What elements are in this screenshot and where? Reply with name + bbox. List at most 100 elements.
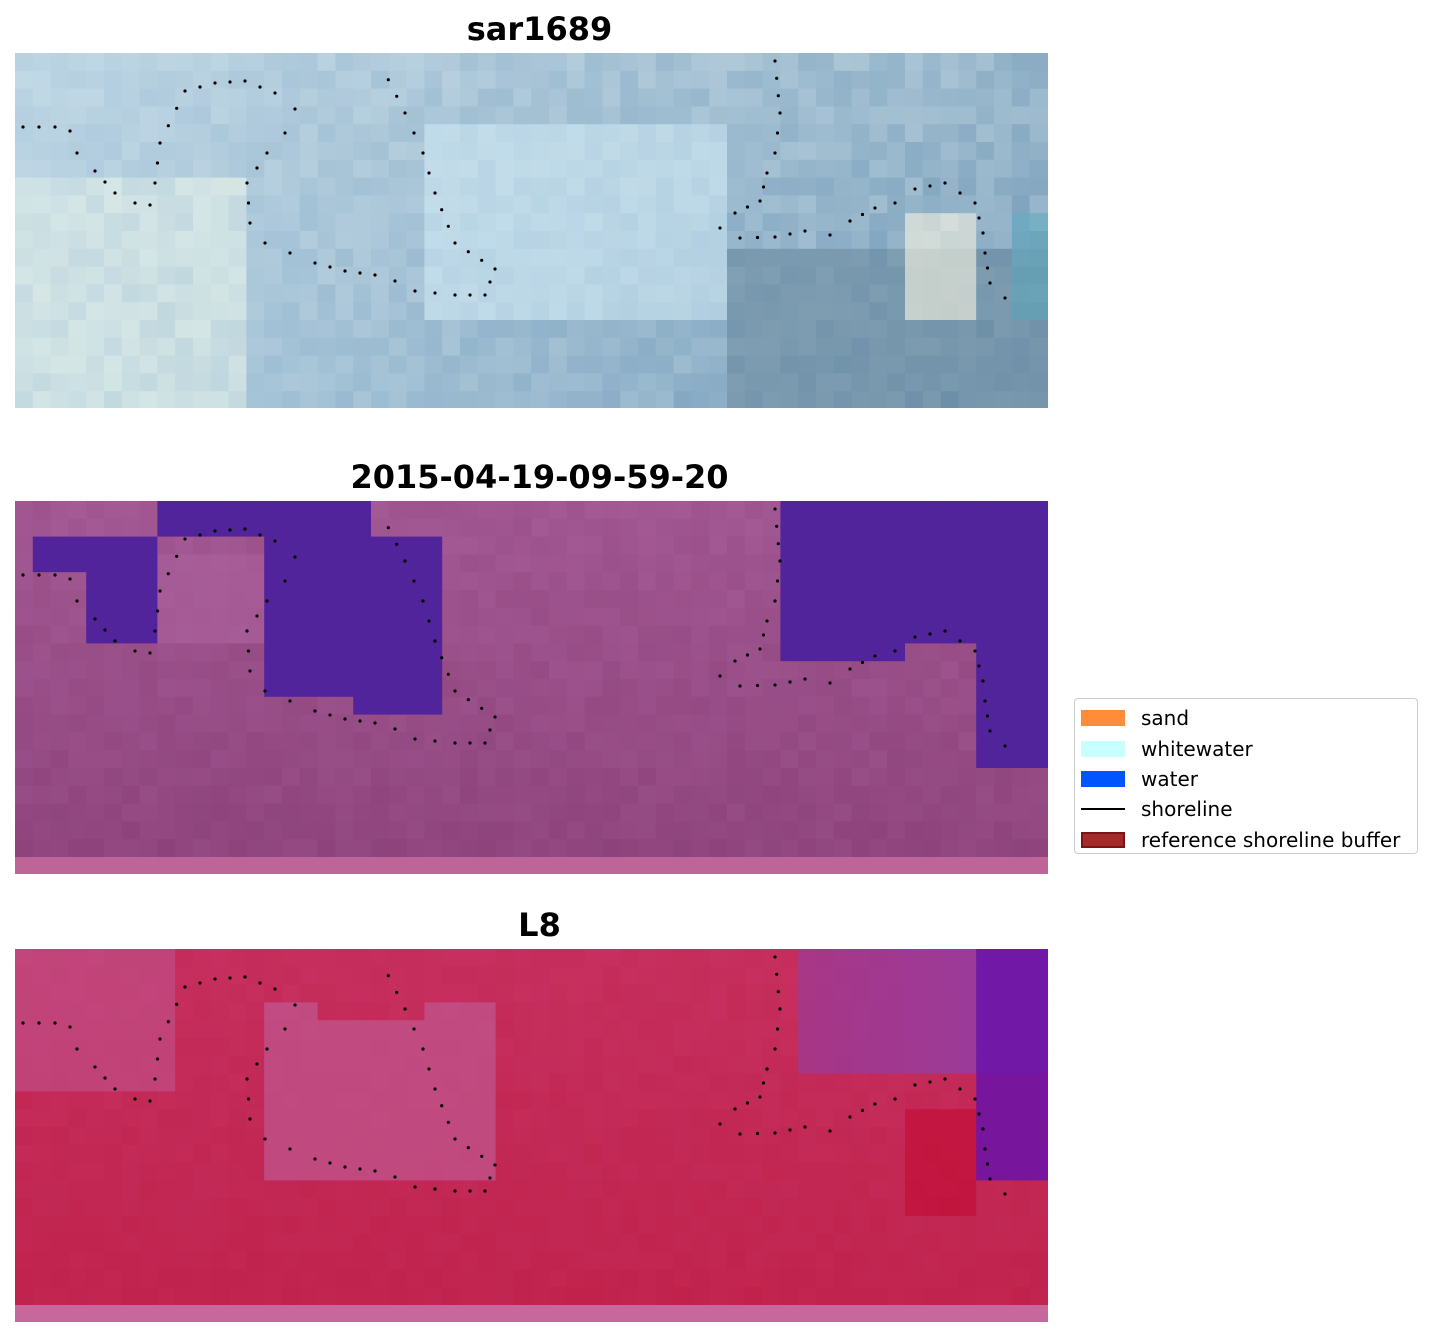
image-pixel [513,518,532,538]
image-pixel [460,821,479,840]
image-pixel [584,536,603,555]
image-pixel [566,501,586,520]
image-pixel [887,696,906,716]
image-pixel [371,373,390,392]
image-pixel [15,625,34,644]
image-pixel [638,337,657,357]
image-pixel [905,1233,924,1253]
image-pixel [851,1109,870,1128]
image-pixel [584,1305,603,1322]
image-pixel [139,1002,158,1021]
image-pixel [976,1251,995,1270]
image-pixel [762,213,781,232]
image-pixel [495,949,514,968]
image-pixel [869,607,888,627]
image-pixel [1029,1038,1048,1057]
image-pixel [460,643,479,662]
image-pixel [50,53,69,72]
image-pixel [922,1002,942,1021]
image-pixel [32,213,52,232]
image-pixel [905,266,924,285]
image-pixel [620,1109,639,1128]
image-pixel [994,750,1013,769]
image-pixel [388,607,408,627]
image-pixel [851,1269,870,1288]
image-pixel [887,1002,906,1021]
image-pixel [1029,554,1048,573]
image-pixel [887,857,906,874]
image-pixel [353,1020,372,1039]
image-pixel [905,70,924,90]
image-pixel [513,106,532,125]
image-pixel [887,714,906,733]
image-pixel [121,643,141,662]
image-pixel [104,839,123,858]
image-pixel [104,1144,123,1164]
image-pixel [602,1162,621,1181]
shoreline-point [413,289,417,293]
shoreline-point [93,169,97,173]
image-pixel [691,1251,710,1270]
image-pixel [388,785,408,805]
image-pixel [68,732,87,751]
image-pixel [869,857,888,874]
image-pixel [460,213,479,232]
image-pixel [816,1038,835,1057]
image-pixel [531,231,550,250]
image-pixel [602,355,621,374]
shoreline-point [765,619,769,623]
image-pixel [905,1055,924,1075]
image-pixel [460,355,479,374]
image-pixel [388,1002,408,1021]
image-pixel [68,1162,87,1181]
image-pixel [620,821,639,840]
image-pixel [193,768,212,787]
image-pixel [406,159,425,179]
image-pixel [638,1091,657,1110]
image-pixel [673,518,692,538]
image-pixel [193,320,212,339]
image-pixel [335,554,354,573]
image-pixel [744,554,764,573]
image-pixel [68,195,87,214]
image-pixel [922,70,942,90]
image-pixel [1011,373,1031,392]
legend-label-reference-buffer: reference shoreline buffer [1141,827,1401,852]
image-pixel [905,1144,924,1164]
image-pixel [1011,88,1031,107]
image-pixel [638,373,657,392]
image-pixel [1029,1216,1048,1235]
image-pixel [673,1162,692,1181]
image-pixel [68,1020,87,1039]
image-pixel [460,803,479,822]
image-pixel [673,159,692,179]
image-pixel [602,373,621,392]
image-pixel [442,607,461,627]
image-pixel [353,625,372,644]
image-pixel [335,1287,354,1306]
image-pixel [798,768,817,787]
image-pixel [121,714,141,733]
image-pixel [958,266,977,285]
image-pixel [602,661,621,680]
image-pixel [566,984,586,1003]
image-pixel [210,195,230,214]
image-pixel [353,1073,372,1092]
image-pixel [86,1127,105,1146]
image-pixel [798,284,817,303]
image-pixel [442,213,461,232]
image-pixel [371,88,390,107]
image-pixel [780,1251,799,1270]
image-pixel [780,501,799,520]
image-pixel [32,554,52,573]
image-pixel [620,785,639,805]
image-pixel [638,195,657,214]
image-pixel [50,661,69,680]
image-pixel [32,195,52,214]
image-pixel [50,1091,69,1110]
image-pixel [228,1144,247,1164]
image-pixel [335,88,354,107]
image-pixel [299,53,319,72]
image-pixel [958,625,977,644]
image-pixel [744,643,764,662]
